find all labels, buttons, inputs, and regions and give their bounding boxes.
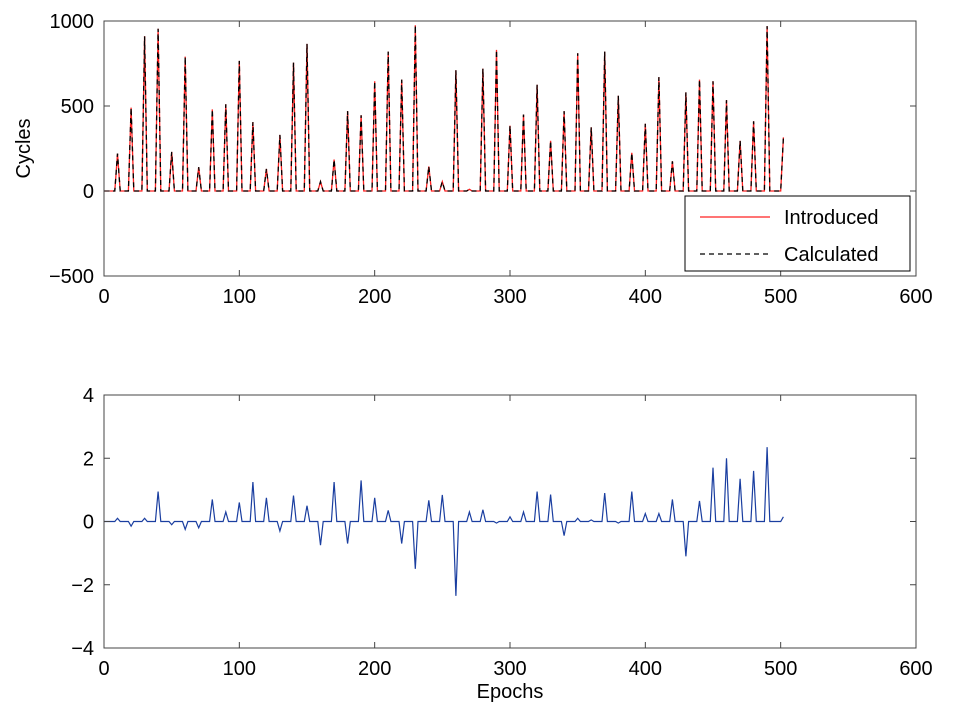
x-tick-label: 500 xyxy=(764,286,797,308)
x-tick-label: 600 xyxy=(899,658,932,680)
series-line-difference xyxy=(104,447,784,596)
x-tick-label: 0 xyxy=(98,658,109,680)
x-axis-label: Epochs xyxy=(477,681,544,703)
x-tick-label: 400 xyxy=(629,658,662,680)
y-tick-label: 0 xyxy=(83,181,94,203)
y-tick-label: −4 xyxy=(71,638,94,660)
x-tick-label: 200 xyxy=(358,658,391,680)
y-tick-label: 1000 xyxy=(50,11,95,33)
y-tick-label: −2 xyxy=(71,575,94,597)
y-tick-label: 4 xyxy=(83,385,94,407)
y-tick-label: 0 xyxy=(83,512,94,534)
y-tick-label: 500 xyxy=(61,96,94,118)
x-tick-label: 300 xyxy=(493,658,526,680)
x-tick-label: 200 xyxy=(358,286,391,308)
series-line-calculated xyxy=(104,25,785,192)
x-tick-label: 100 xyxy=(223,658,256,680)
x-tick-label: 600 xyxy=(899,286,932,308)
legend: Introduced Calculated xyxy=(684,195,911,272)
legend-label-introduced: Introduced xyxy=(784,207,879,229)
legend-label-calculated: Calculated xyxy=(784,244,879,266)
x-tick-label: 100 xyxy=(223,286,256,308)
series-line-introduced xyxy=(104,25,785,192)
bottom-axes-difference: 0 100 200 300 400 500 600 −4 −2 0 2 4 Epochs xyxy=(71,385,933,703)
y-axis-label: Cycles xyxy=(13,118,35,178)
x-tick-label: 500 xyxy=(764,658,797,680)
y-tick-label: 2 xyxy=(83,448,94,470)
x-tick-label: 0 xyxy=(98,286,109,308)
y-tick-label: −500 xyxy=(49,266,94,288)
legend-box xyxy=(684,195,911,272)
axes-frame xyxy=(103,394,917,649)
x-tick-label: 300 xyxy=(493,286,526,308)
x-tick-label: 400 xyxy=(629,286,662,308)
